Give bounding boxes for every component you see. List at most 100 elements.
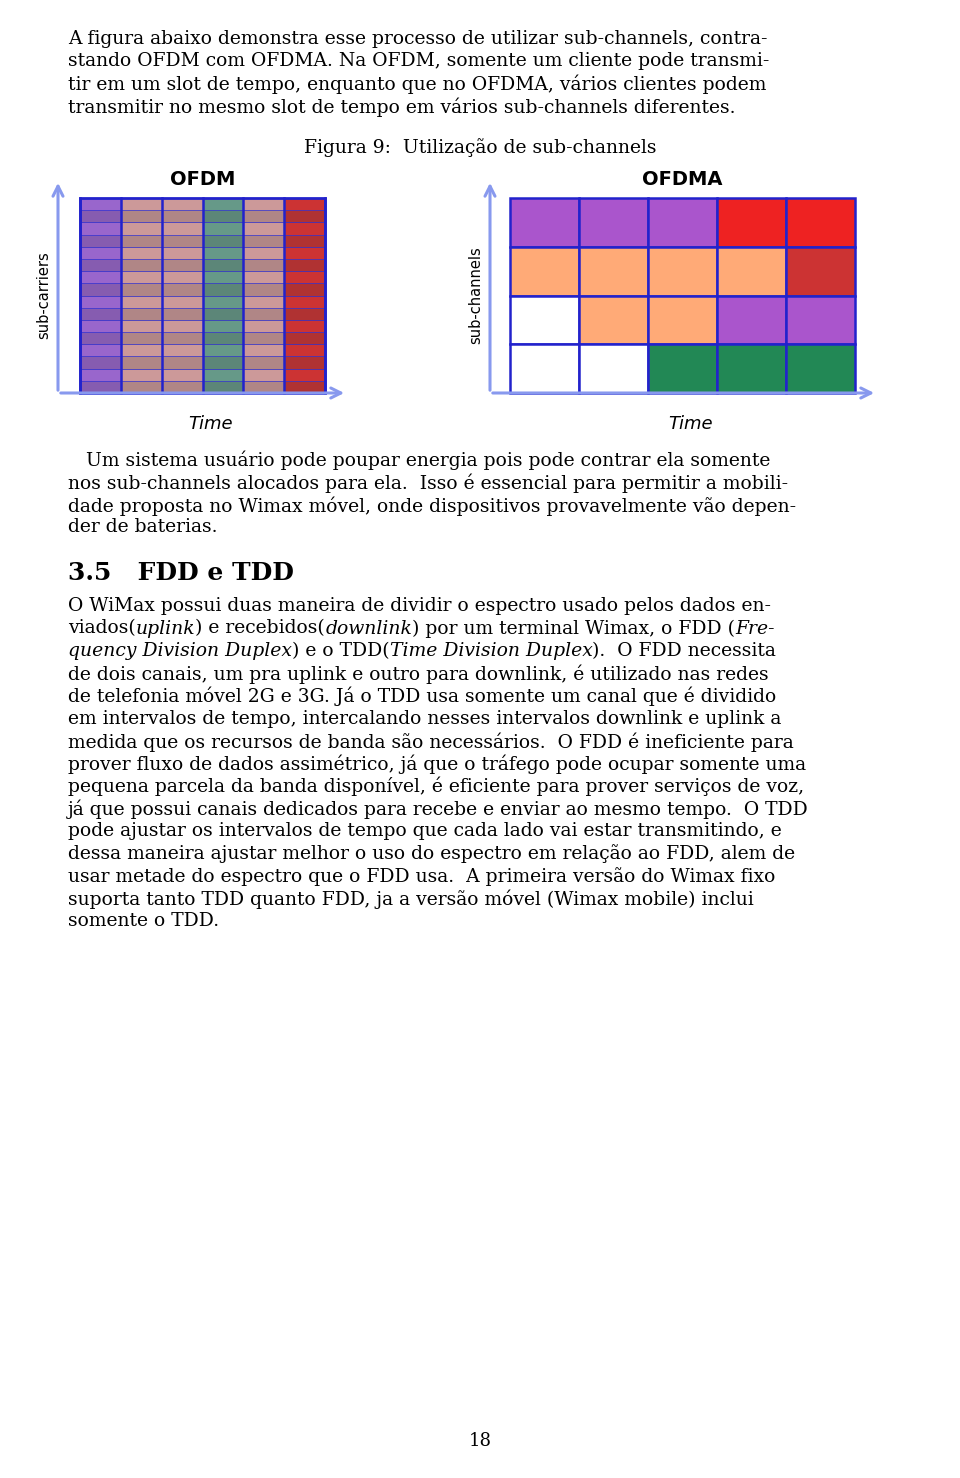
Text: transmitir no mesmo slot de tempo em vários sub-channels diferentes.: transmitir no mesmo slot de tempo em vár… (68, 98, 735, 117)
Bar (717, 247, 786, 296)
Bar (786, 296, 855, 344)
Bar (161, 247, 203, 259)
Bar (243, 270, 284, 284)
Text: 3.5   FDD e TDD: 3.5 FDD e TDD (68, 562, 294, 585)
Bar (510, 198, 579, 247)
Bar (121, 356, 161, 368)
Bar (203, 247, 243, 259)
Bar (203, 198, 243, 210)
Bar (80, 368, 121, 381)
Bar (579, 344, 648, 393)
Text: der de baterias.: der de baterias. (68, 519, 218, 537)
Bar (648, 247, 717, 296)
Text: dessa maneira ajustar melhor o uso do espectro em relação ao FDD, alem de: dessa maneira ajustar melhor o uso do es… (68, 844, 795, 863)
Bar (80, 284, 121, 296)
Bar (203, 296, 243, 307)
Bar (121, 284, 161, 296)
Bar (510, 247, 579, 296)
Text: medida que os recursos de banda são necessários.  O FDD é ineficiente para: medida que os recursos de banda são nece… (68, 732, 794, 751)
Bar (284, 344, 325, 356)
Bar (80, 381, 121, 393)
Bar (786, 247, 855, 296)
Bar (243, 307, 284, 319)
Bar (786, 198, 855, 247)
Text: tir em um slot de tempo, enquanto que no OFDMA, vários clientes podem: tir em um slot de tempo, enquanto que no… (68, 75, 766, 95)
Bar (121, 319, 161, 333)
Bar (284, 222, 325, 235)
Bar (161, 210, 203, 222)
Bar (579, 198, 648, 247)
Bar (648, 198, 717, 247)
Bar (161, 270, 203, 284)
Bar (80, 259, 121, 270)
Text: pode ajustar os intervalos de tempo que cada lado vai estar transmitindo, e: pode ajustar os intervalos de tempo que … (68, 822, 781, 840)
Bar (243, 356, 284, 368)
Bar (203, 307, 243, 319)
Bar (80, 247, 121, 259)
Bar (121, 222, 161, 235)
Bar (243, 247, 284, 259)
Bar (121, 210, 161, 222)
Bar (203, 210, 243, 222)
Bar (121, 259, 161, 270)
Text: Um sistema usuário pode poupar energia pois pode contrar ela somente: Um sistema usuário pode poupar energia p… (68, 451, 770, 470)
Text: Time Division Duplex: Time Division Duplex (390, 641, 592, 661)
Bar (121, 270, 161, 284)
Bar (284, 296, 325, 307)
Bar (648, 344, 717, 393)
Bar (203, 368, 243, 381)
Text: OFDMA: OFDMA (642, 170, 723, 189)
Text: sub-carriers: sub-carriers (36, 251, 52, 340)
Bar (203, 333, 243, 344)
Bar (80, 356, 121, 368)
Bar (80, 235, 121, 247)
Bar (284, 210, 325, 222)
Bar (284, 319, 325, 333)
Bar (161, 319, 203, 333)
Bar (161, 259, 203, 270)
Bar (243, 198, 284, 210)
Text: uplink: uplink (135, 619, 196, 637)
Bar (203, 235, 243, 247)
Bar (161, 356, 203, 368)
Bar (243, 319, 284, 333)
Bar (80, 198, 325, 393)
Bar (121, 344, 161, 356)
Bar (284, 284, 325, 296)
Bar (203, 284, 243, 296)
Text: A figura abaixo demonstra esse processo de utilizar sub-channels, contra-: A figura abaixo demonstra esse processo … (68, 30, 767, 47)
Text: Fre-: Fre- (735, 619, 775, 637)
Bar (161, 222, 203, 235)
Bar (579, 296, 648, 344)
Bar (717, 296, 786, 344)
Bar (161, 368, 203, 381)
Text: nos sub-channels alocados para ela.  Isso é essencial para permitir a mobili-: nos sub-channels alocados para ela. Isso… (68, 473, 788, 494)
Bar (243, 381, 284, 393)
Bar (121, 381, 161, 393)
Text: ) por um terminal Wimax, o FDD (: ) por um terminal Wimax, o FDD ( (412, 619, 735, 637)
Bar (161, 198, 203, 210)
Bar (284, 381, 325, 393)
Text: dade proposta no Wimax móvel, onde dispositivos provavelmente vão depen-: dade proposta no Wimax móvel, onde dispo… (68, 497, 796, 516)
Bar (243, 259, 284, 270)
Bar (80, 319, 121, 333)
Bar (510, 296, 579, 344)
Bar (243, 344, 284, 356)
Bar (243, 296, 284, 307)
Text: ) e recebidos(: ) e recebidos( (196, 619, 325, 637)
Text: 18: 18 (468, 1432, 492, 1450)
Bar (80, 333, 121, 344)
Bar (284, 247, 325, 259)
Bar (786, 344, 855, 393)
Bar (161, 296, 203, 307)
Text: ) e o TDD(: ) e o TDD( (292, 641, 390, 661)
Bar (80, 270, 121, 284)
Bar (80, 222, 121, 235)
Bar (80, 210, 121, 222)
Bar (203, 319, 243, 333)
Bar (121, 198, 161, 210)
Text: Time: Time (668, 415, 713, 433)
Text: downlink: downlink (325, 619, 412, 637)
Bar (203, 259, 243, 270)
Text: sub-channels: sub-channels (468, 247, 484, 344)
